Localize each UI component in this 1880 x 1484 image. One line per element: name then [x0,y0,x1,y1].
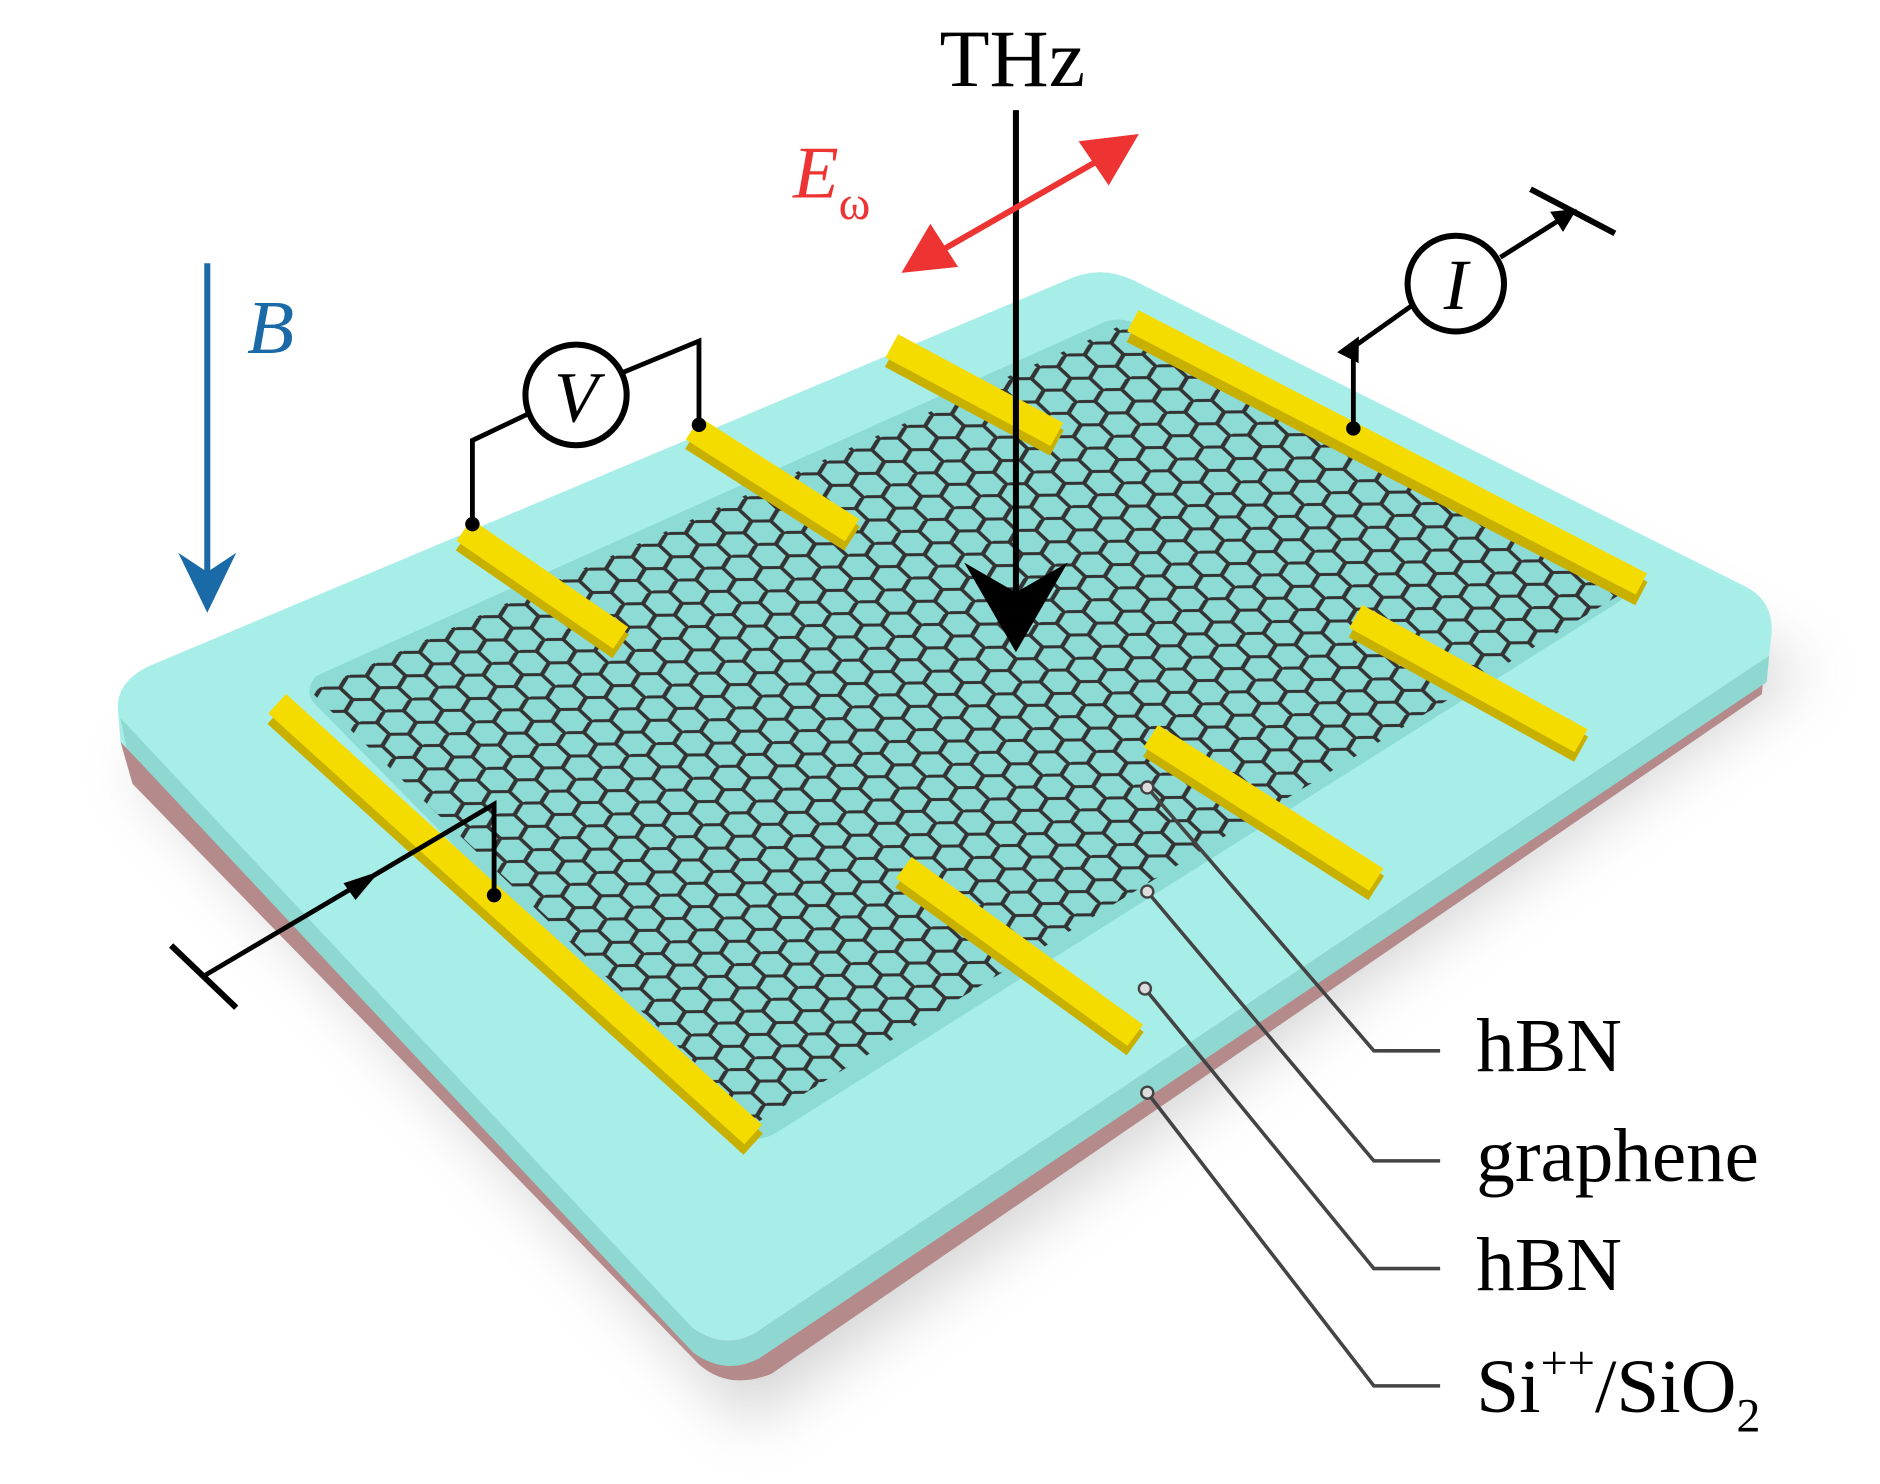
ammeter-wire [1337,303,1414,429]
field-arrowhead-icon [901,223,959,273]
layer-label-graphene: graphene [1476,1113,1759,1198]
electrode [685,417,860,551]
field-arrow [938,155,1105,254]
contact-dot [465,517,480,532]
source-arrowhead-icon [343,871,380,900]
layer-label-substrate: Si++/SiO2 [1476,1337,1760,1442]
layer-label-hbn-top: hBN [1476,1003,1622,1088]
ground-terminal [169,943,239,1010]
voltmeter-circle [522,341,630,449]
field-arrowhead-icon [1078,134,1139,186]
magnetic-arrowhead-icon [178,552,237,613]
electrode [1143,724,1385,901]
electrode [1348,604,1589,762]
electrode [895,857,1144,1056]
ammeter-wire [1499,208,1577,260]
leader-dots [1137,780,1155,1100]
magnetic-label: B [247,285,294,370]
ammeter-label: I [1443,245,1471,325]
voltmeter-wire [470,410,532,525]
contact-dot [691,417,707,433]
contact-dot [1346,421,1361,436]
source-wire [203,800,497,978]
electrode [1126,310,1648,606]
electrode [267,693,763,1155]
thz-label: THz [940,13,1086,104]
hbn-side [120,655,1770,1367]
leader-lines [1143,786,1441,1388]
thz-arrowhead-icon [964,562,1068,653]
electrode [884,334,1064,456]
contact-dot [486,888,502,903]
ammeter-circle [1404,232,1508,335]
electrodes [267,310,1648,1155]
voltmeter-label: V [554,357,605,437]
layer-label-hbn-bottom: hBN [1476,1222,1622,1307]
ground-terminal [1529,186,1617,237]
electrode [455,519,629,659]
field-label: Eω [792,133,870,230]
voltmeter-wire [619,337,702,425]
